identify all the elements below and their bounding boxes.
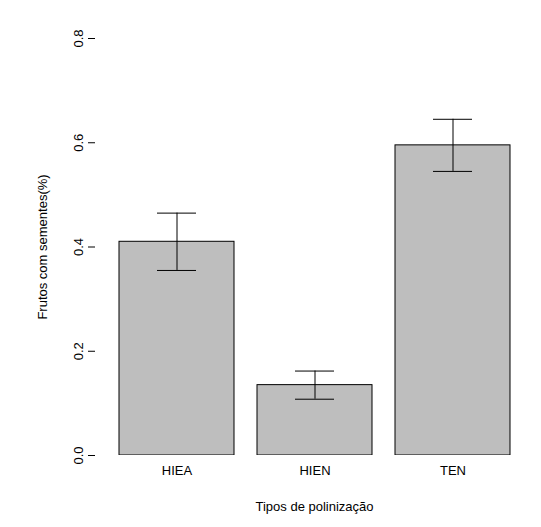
svg-text:TEN: TEN	[440, 463, 466, 478]
svg-text:0.6: 0.6	[71, 134, 86, 152]
svg-text:Frutos com sementes(%): Frutos com sementes(%)	[35, 174, 50, 319]
svg-text:0.4: 0.4	[71, 238, 86, 256]
svg-text:Tipos de polinização: Tipos de polinização	[255, 499, 373, 514]
svg-text:HIEN: HIEN	[299, 463, 330, 478]
svg-text:HIEA: HIEA	[162, 463, 193, 478]
svg-text:0.2: 0.2	[71, 342, 86, 360]
svg-text:0.0: 0.0	[71, 446, 86, 464]
svg-text:0.8: 0.8	[71, 29, 86, 47]
